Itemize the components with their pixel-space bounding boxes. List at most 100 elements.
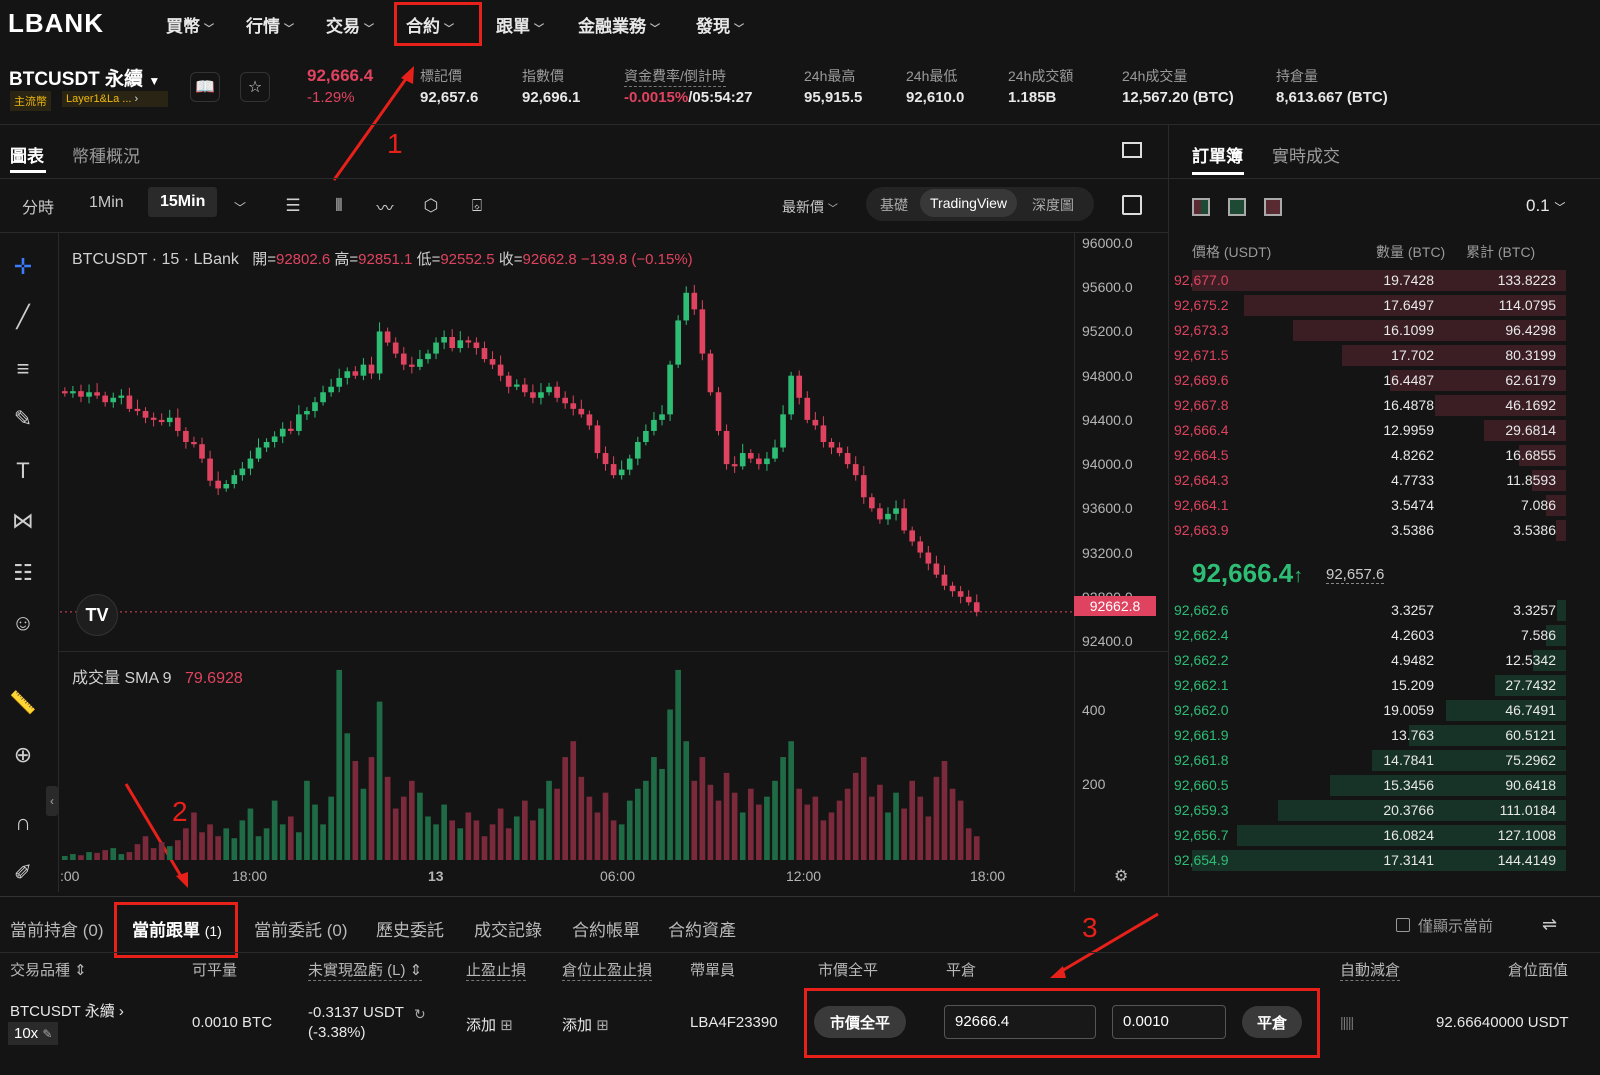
market-close-all-button[interactable]: 市價全平 (814, 1006, 906, 1038)
tab-contract-assets[interactable]: 合約資產 (668, 921, 736, 940)
mode-basic[interactable]: 基礎 (880, 197, 908, 213)
indicator-settings-icon[interactable]: ☰ (285, 196, 301, 215)
book-bids-icon[interactable] (1228, 198, 1246, 216)
row-leader[interactable]: LBA4F23390 (690, 1014, 778, 1031)
indicators-icon[interactable]: 〰 (376, 198, 394, 218)
nav-trade[interactable]: 交易 ﹀ (326, 17, 374, 36)
nav-discover[interactable]: 發現 ﹀ (696, 17, 744, 36)
tab-contract-bills[interactable]: 合約帳單 (572, 921, 640, 940)
tab-order-history[interactable]: 歷史委託 (376, 921, 444, 940)
tab-orderbook[interactable]: 訂單簿 (1192, 147, 1243, 166)
timeframe-15min[interactable]: 15Min (148, 187, 218, 217)
tab-open-orders[interactable]: 當前委託 (0) (254, 921, 348, 940)
ask-row[interactable]: 92,664.3 4.7733 11.8593 (1166, 468, 1566, 493)
nav-copy-trading[interactable]: 跟單 ﹀ (496, 17, 544, 36)
ask-row[interactable]: 92,671.5 17.702 80.3199 (1166, 343, 1566, 368)
ask-row[interactable]: 92,663.9 3.5386 3.5386 (1166, 518, 1566, 543)
bid-row[interactable]: 92,662.1 15.209 27.7432 (1166, 673, 1566, 698)
nav-finance[interactable]: 金融業務 ﹀ (578, 17, 660, 36)
timeframe-time-sharing[interactable]: 分時 (22, 200, 55, 217)
symbol-selector[interactable]: BTCUSDT 永續 ▼ (9, 69, 161, 90)
ask-row[interactable]: 92,675.2 17.6497 114.0795 (1166, 293, 1566, 318)
star-icon[interactable]: ☆ (240, 72, 270, 102)
volume-bar (844, 788, 851, 860)
tab-coin-overview[interactable]: 幣種概況 (72, 147, 140, 166)
trend-line-icon[interactable]: ╱ (16, 304, 30, 329)
axis-settings-icon[interactable]: ⚙ (1114, 868, 1129, 885)
bid-row[interactable]: 92,654.9 17.3141 144.4149 (1166, 848, 1566, 873)
ruler-icon[interactable]: 📏 (9, 690, 37, 715)
mode-depth[interactable]: 深度圖 (1032, 197, 1074, 213)
crosshair-icon[interactable]: ✛ (13, 254, 33, 279)
col-symbol[interactable]: 交易品種 ⇕ (10, 962, 87, 979)
col-unrealized-pnl[interactable]: 未實現盈虧 (L) ⇕ (308, 959, 423, 981)
tab-trade-history[interactable]: 成交記錄 (474, 921, 542, 940)
volume-bar (400, 796, 407, 860)
price-type-select[interactable]: 最新價 ﹀ (782, 199, 838, 215)
nav-buy-crypto[interactable]: 買幣 ﹀ (166, 17, 214, 36)
precision-select[interactable]: 0.1 ﹀ (1526, 196, 1566, 215)
ask-row[interactable]: 92,666.4 12.9959 29.6814 (1166, 418, 1566, 443)
magnet-icon[interactable]: ∩ (15, 810, 31, 835)
adl-indicator-icon: ||||| (1340, 1014, 1354, 1030)
tag-layer1[interactable]: Layer1&La ... › (62, 91, 168, 107)
bid-row[interactable]: 92,662.6 3.3257 3.3257 (1166, 598, 1566, 623)
funding-rate-label[interactable]: 資金費率/倒計時 (624, 66, 726, 87)
row-symbol[interactable]: BTCUSDT 永續 › (10, 1003, 124, 1020)
row-add-tp-sl[interactable]: 添加 ⊞ (466, 1017, 513, 1034)
pattern-tool-icon[interactable]: ⋈ (12, 508, 34, 533)
expand-chart-icon[interactable] (1122, 195, 1142, 215)
horizontal-lines-icon[interactable]: ≡ (16, 356, 30, 381)
ask-row[interactable]: 92,677.0 19.7428 133.8223 (1166, 268, 1566, 293)
close-position-button[interactable]: 平倉 (1242, 1006, 1302, 1038)
screenshot-icon[interactable]: ⌺ (471, 196, 483, 215)
row-add-position-tp-sl[interactable]: 添加 ⊞ (562, 1017, 609, 1034)
leverage-badge[interactable]: 10x ✎ (8, 1022, 59, 1045)
fib-tool-icon[interactable]: ☷ (13, 560, 33, 585)
close-qty-input[interactable]: 0.0010 (1112, 1005, 1226, 1039)
fullscreen-icon[interactable] (1122, 142, 1142, 158)
ask-row[interactable]: 92,667.8 16.4878 46.1692 (1166, 393, 1566, 418)
collapse-toolbar-chevron-icon[interactable]: ‹ (46, 786, 58, 816)
bid-row[interactable]: 92,656.7 16.0824 127.1008 (1166, 823, 1566, 848)
nav-markets[interactable]: 行情 ﹀ (246, 17, 294, 36)
filter-settings-icon[interactable]: ⇌ (1542, 914, 1558, 934)
bid-row[interactable]: 92,662.0 19.0059 46.7491 (1166, 698, 1566, 723)
tab-current-copy-orders[interactable]: 當前跟單 (1) (132, 921, 222, 940)
bid-row[interactable]: 92,662.4 4.2603 7.586 (1166, 623, 1566, 648)
tradingview-logo[interactable]: TV (76, 594, 118, 636)
share-pnl-icon[interactable]: ↻ (414, 1006, 426, 1022)
emoji-icon[interactable]: ☺ (11, 610, 35, 635)
timeframe-1min[interactable]: 1Min (89, 194, 124, 211)
mode-tradingview[interactable]: TradingView (920, 189, 1018, 217)
ask-row[interactable]: 92,673.3 16.1099 96.4298 (1166, 318, 1566, 343)
text-tool-icon[interactable]: T (16, 458, 30, 483)
ask-row[interactable]: 92,664.5 4.8262 16.6855 (1166, 443, 1566, 468)
book-both-icon[interactable] (1192, 198, 1210, 216)
tag-mainstream[interactable]: 主流幣 (10, 91, 51, 111)
zoom-in-icon[interactable]: ⊕ (13, 742, 33, 767)
only-current-checkbox[interactable] (1396, 918, 1410, 932)
candle-type-icon[interactable]: ⫴ (335, 196, 343, 215)
bid-row[interactable]: 92,661.8 14.7841 75.2962 (1166, 748, 1566, 773)
bid-row[interactable]: 92,659.3 20.3766 111.0184 (1166, 798, 1566, 823)
bid-row[interactable]: 92,660.5 15.3456 90.6418 (1166, 773, 1566, 798)
ask-row[interactable]: 92,669.6 16.4487 62.6179 (1166, 368, 1566, 393)
bid-row[interactable]: 92,661.9 13.763 60.5121 (1166, 723, 1566, 748)
book-icon[interactable]: 📖 (190, 72, 220, 102)
lbank-logo[interactable]: LBANK (8, 8, 104, 38)
tab-recent-trades[interactable]: 實時成交 (1272, 147, 1340, 166)
timeframe-more-chevron-icon[interactable]: ﹀ (234, 201, 247, 215)
nav-futures[interactable]: 合約 ﹀ (406, 17, 454, 36)
ask-row[interactable]: 92,664.1 3.5474 7.086 (1166, 493, 1566, 518)
tab-chart[interactable]: 圖表 (10, 147, 44, 166)
lock-drawing-icon[interactable]: ✐ (13, 860, 33, 885)
bid-row[interactable]: 92,662.2 4.9482 12.5342 (1166, 648, 1566, 673)
book-asks-icon[interactable] (1264, 198, 1282, 216)
chart-settings-icon[interactable]: ⬡ (423, 196, 439, 215)
price-chart[interactable] (60, 232, 1078, 892)
close-price-input[interactable]: 92666.4 (944, 1005, 1096, 1039)
bid-price: 92,662.4 (1174, 627, 1229, 643)
tab-positions[interactable]: 當前持倉 (0) (10, 921, 104, 940)
brush-icon[interactable]: ✎ (13, 406, 33, 431)
